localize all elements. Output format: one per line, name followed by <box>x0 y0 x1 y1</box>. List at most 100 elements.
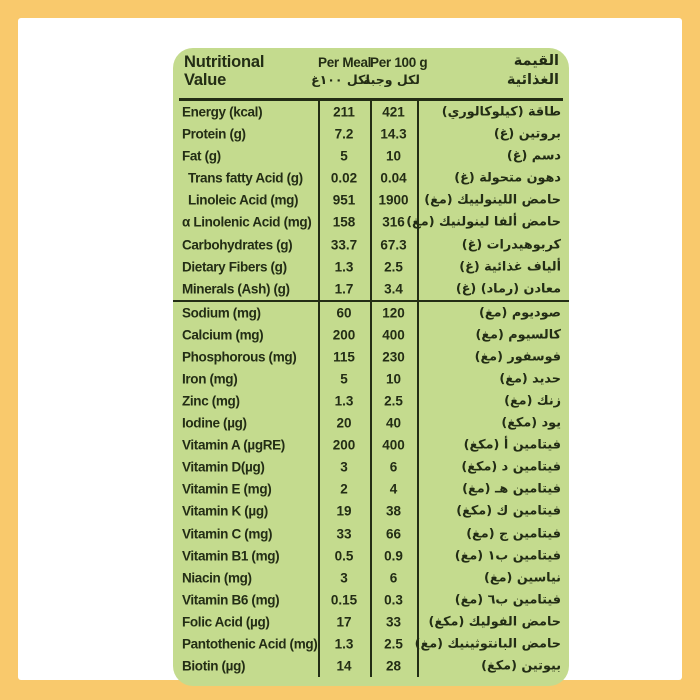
title-ar-line-2: الغذائية <box>506 72 559 88</box>
per-meal-value: 17 <box>336 614 352 630</box>
nutrient-label-ar: فيتامين هـ (مغ) <box>462 481 561 497</box>
per-100g-value: 10 <box>385 371 402 387</box>
nutrient-label-en: Zinc (mg) <box>182 393 240 409</box>
per-100g-value: 2.5 <box>384 636 403 652</box>
label-card: Nutritional Value Per Meal لكل ١٠٠غ Per … <box>18 18 682 686</box>
per-meal-value: 951 <box>332 192 356 208</box>
nutrient-label-en: Niacin (mg) <box>182 570 252 586</box>
per-meal-column-header: Per Meal لكل ١٠٠غ <box>311 55 372 87</box>
per-meal-value: 20 <box>336 415 352 431</box>
nutrient-label-en: Vitamin B6 (mg) <box>182 592 280 608</box>
per-meal-value: 5 <box>340 371 348 387</box>
table-row: Vitamin K (µg) 19 38 فيتامين ك (مكغ) <box>173 500 569 522</box>
per-meal-value: 0.15 <box>330 592 358 608</box>
per-100g-value: 28 <box>385 658 402 674</box>
nutrient-label-en: Vitamin B1 (mg) <box>182 548 280 564</box>
nutrient-label-en: Biotin (µg) <box>182 658 246 674</box>
nutrient-label-en: Vitamin C (mg) <box>182 526 273 542</box>
per-meal-value: 19 <box>336 503 352 519</box>
per-meal-value: 115 <box>333 349 355 365</box>
per-meal-value: 200 <box>332 327 356 343</box>
nutritional-value-title: Nutritional Value <box>184 53 264 89</box>
nutrient-label-en: Phosphorous (mg) <box>182 349 297 365</box>
nutrition-table: Nutritional Value Per Meal لكل ١٠٠غ Per … <box>173 48 569 686</box>
per-meal-label-ar: لكل ١٠٠غ <box>311 72 370 87</box>
table-row: Calcium (mg) 200 400 كالسيوم (مغ) <box>173 324 569 346</box>
per-100g-value: 38 <box>385 503 402 519</box>
nutrient-label-ar: حديد (مغ) <box>499 371 561 387</box>
nutrient-label-ar: دهون متحولة (غ) <box>454 170 561 186</box>
column-divider-1 <box>318 101 320 677</box>
nutrient-label-ar: بيوتين (مكغ) <box>481 658 561 674</box>
table-row: Vitamin E (mg) 2 4 فيتامين هـ (مغ) <box>173 478 569 500</box>
nutrient-label-ar: فيتامين ب١ (مغ) <box>454 548 561 564</box>
per-100g-value: 0.3 <box>384 592 403 608</box>
nutrient-label-ar: صوديوم (مغ) <box>479 305 561 321</box>
nutrient-label-ar: كربوهيدرات (غ) <box>461 237 561 252</box>
nutrient-label-en: Vitamin E (mg) <box>182 481 272 497</box>
table-row: Iron (mg) 5 10 حديد (مغ) <box>173 368 569 390</box>
table-row: Minerals (Ash) (g) 1.7 3.4 معادن (رماد) … <box>173 278 569 300</box>
per-meal-label-en: Per Meal <box>318 55 372 70</box>
nutrient-label-ar: ألياف غذائية (غ) <box>459 259 561 275</box>
nutrient-label-ar: دسم (غ) <box>506 148 561 164</box>
table-row: Dietary Fibers (g) 1.3 2.5 ألياف غذائية … <box>173 256 569 278</box>
per-meal-value: 0.02 <box>330 170 358 186</box>
nutrient-label-en: Vitamin D(µg) <box>182 459 265 475</box>
per-meal-value: 14 <box>336 658 352 674</box>
nutrient-label-ar: معادن (رماد) (غ) <box>455 281 561 297</box>
per-100g-value: 6 <box>389 570 398 586</box>
per-meal-value: 1.3 <box>334 636 354 652</box>
nutrient-label-ar: زنك (مغ) <box>504 393 561 409</box>
per-100g-value: 10 <box>385 148 402 164</box>
nutrient-label-ar: يود (مكغ) <box>501 415 561 431</box>
nutrient-label-ar: فيتامين د (مكغ) <box>461 459 561 475</box>
nutrient-label-ar: بروتين (غ) <box>493 126 561 142</box>
per-100g-value: 400 <box>382 437 405 453</box>
per-meal-value: 33 <box>336 526 352 542</box>
table-row: Carbohydrates (g) 33.7 67.3 كربوهيدرات (… <box>173 233 569 255</box>
per-100g-value: 230 <box>382 349 405 365</box>
title-line-2: Value <box>184 70 227 89</box>
table-header: Nutritional Value Per Meal لكل ١٠٠غ Per … <box>173 48 569 101</box>
nutrient-label-en: Pantothenic Acid (mg) <box>182 636 318 652</box>
per-100g-value: 1900 <box>378 192 409 208</box>
table-row: Vitamin D(µg) 3 6 فيتامين د (مكغ) <box>173 456 569 478</box>
table-row: Vitamin B1 (mg) 0.5 0.9 فيتامين ب١ (مغ) <box>173 545 569 567</box>
table-row: Pantothenic Acid (mg) 1.3 2.5 حامض البان… <box>173 633 569 655</box>
nutrient-label-en: Iron (mg) <box>182 371 238 387</box>
per-100g-value: 6 <box>389 459 398 475</box>
nutrient-label-ar: فيتامين ب٦ (مغ) <box>454 592 561 608</box>
table-body: Energy (kcal) 211 421 طاقة (كيلوكالوري) … <box>173 101 569 677</box>
per-100g-value: 316 <box>382 214 405 230</box>
nutrient-label-ar: فيتامين ك (مكغ) <box>456 503 561 519</box>
table-row: Vitamin C (mg) 33 66 فيتامين ج (مغ) <box>173 522 569 544</box>
per-meal-value: 33.7 <box>330 237 358 252</box>
table-row: Vitamin B6 (mg) 0.15 0.3 فيتامين ب٦ (مغ) <box>173 589 569 611</box>
nutrient-label-en: Sodium (mg) <box>182 305 261 321</box>
table-row: Iodine (µg) 20 40 يود (مكغ) <box>173 412 569 434</box>
per-100g-value: 421 <box>382 104 405 120</box>
nutrient-label-en: Vitamin A (µgRE) <box>182 437 285 453</box>
per-100g-value: 0.04 <box>380 170 407 186</box>
nutrient-label-en: Folic Acid (µg) <box>182 614 270 630</box>
nutrient-label-en: Iodine (µg) <box>182 415 247 431</box>
per-100g-value: 0.9 <box>384 548 403 564</box>
per-meal-value: 2 <box>340 481 348 497</box>
nutrient-label-en: Trans fatty Acid (g) <box>188 170 303 186</box>
per-100g-label-ar: لكل وجبة <box>363 72 420 87</box>
nutrient-label-ar: كالسيوم (مغ) <box>475 327 561 343</box>
nutrient-label-en: Calcium (mg) <box>182 327 264 343</box>
nutrient-label-ar: فيتامين أ (مكغ) <box>463 437 561 453</box>
nutrient-label-en: Linoleic Acid (mg) <box>188 192 299 208</box>
nutrient-label-ar: فيتامين ج (مغ) <box>466 526 561 542</box>
per-meal-value: 1.3 <box>334 259 354 275</box>
per-meal-value: 3 <box>340 459 348 475</box>
per-meal-value: 1.3 <box>334 393 354 409</box>
nutrient-label-en: α Linolenic Acid (mg) <box>182 214 312 230</box>
table-row: Zinc (mg) 1.3 2.5 زنك (مغ) <box>173 390 569 412</box>
per-100g-value: 2.5 <box>384 393 403 409</box>
per-meal-value: 60 <box>336 305 352 321</box>
nutrient-label-ar: حامض ألفا لينولنيك (مغ) <box>406 214 561 230</box>
